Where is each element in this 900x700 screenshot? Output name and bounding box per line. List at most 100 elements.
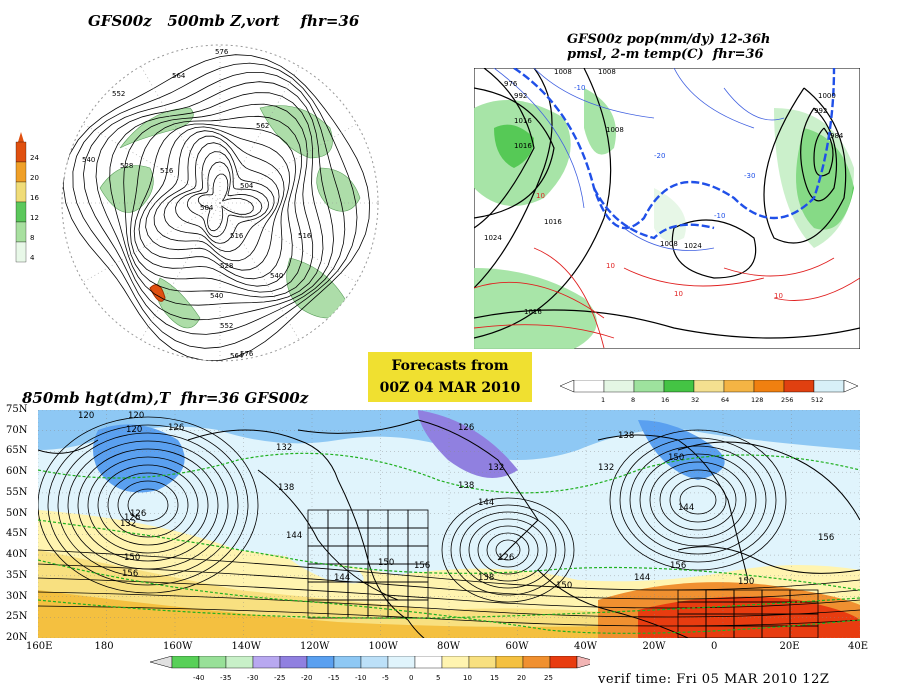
850-height-label: 150: [668, 453, 684, 463]
precip-pressure-label: 976: [504, 80, 518, 88]
precip-isobar: [671, 219, 757, 279]
precip-colorbar-swatch: [603, 380, 635, 393]
polar-panel-title: GFS00z 500mb Z,vort fhr=36: [88, 12, 360, 30]
precip-isobar: [474, 87, 555, 219]
polar-colorbar-swatch: [15, 201, 27, 223]
precip-pressure-label: 1000: [818, 92, 836, 100]
850-lat-label: 45N: [6, 528, 28, 540]
precip-colorbar-tick: 8: [631, 396, 635, 404]
850-height-contour: [38, 563, 860, 600]
precip-temp-label: 10: [536, 192, 545, 200]
850-coastline: [257, 469, 399, 601]
850-low-center-contour: [38, 416, 259, 594]
850-colorbar-tick: 15: [490, 674, 499, 682]
precip-isobar: [813, 127, 834, 177]
polar-colorbar-tick: 4: [30, 254, 35, 262]
850-lat-label: 30N: [6, 590, 28, 602]
850-lon-label: 40E: [848, 641, 869, 652]
850-colorbar-tick: -5: [382, 674, 389, 682]
polar-meridian: [139, 64, 221, 204]
polar-colorbar-swatch: [15, 181, 27, 203]
850-colorbar-tick: -20: [301, 674, 312, 682]
850-low-center-contour: [127, 488, 169, 522]
precip-pressure-label: 1008: [554, 68, 572, 76]
850-height-label: 120: [128, 411, 144, 421]
850-height-label: 150: [378, 558, 394, 568]
forecast-box: Forecasts from 00Z 04 MAR 2010: [368, 352, 532, 402]
precip-isotherm-cold: [623, 227, 715, 251]
polar-colorbar: 24 20 16 12 8 4: [15, 132, 39, 263]
precip-pressure-label: 1016: [514, 142, 532, 150]
precip-isobar: [474, 68, 612, 339]
850-colorbar-tick: -30: [247, 674, 258, 682]
850-colorbar-swatch: [468, 656, 497, 669]
precip-temp-label: -20: [654, 152, 665, 160]
850-low-center-contour: [57, 432, 239, 578]
850-low-center-contour: [459, 511, 557, 589]
precip-pressure-label: 1008: [598, 68, 616, 76]
polar-meridian: [219, 202, 359, 284]
850-low-center-contour: [639, 453, 757, 547]
850-lat-label: 40N: [6, 549, 28, 561]
850-colorbar-tick: 0: [409, 674, 413, 682]
850-isotherm: [38, 519, 860, 591]
precip-colorbar-tick: 64: [721, 396, 729, 404]
850-coastline: [597, 434, 749, 581]
850-lon-label: 140W: [231, 641, 261, 652]
850-coastline: [677, 441, 860, 521]
850-height-label: 144: [478, 498, 494, 508]
precip-colorbar-swatch: [813, 380, 845, 393]
forecast-box-line1: Forecasts from: [391, 358, 509, 374]
precip-colorbar-swatch: [663, 380, 695, 393]
polar-contour-label: 552: [112, 90, 125, 98]
polar-contour-label: 516: [160, 167, 174, 175]
precip-pressure-label: 1016: [514, 117, 532, 125]
850-colorbar-swatch: [360, 656, 389, 669]
850-low-center-contour: [77, 448, 219, 562]
850-lon-label: 100W: [368, 641, 398, 652]
850-colorbar-tick: 20: [517, 674, 526, 682]
precip-isobar: [763, 87, 847, 244]
precip-isotherm-cold: [723, 87, 785, 121]
850-low-center-contour: [47, 424, 249, 586]
forecast-box-line2: 00Z 04 MAR 2010: [379, 380, 521, 396]
850-isotherm: [38, 559, 860, 634]
850-low-center-contour: [87, 456, 209, 554]
polar-contour-label: 504: [200, 204, 214, 212]
850-height-label: 150: [124, 553, 140, 563]
850-height-label: 126: [498, 553, 514, 563]
precip-colorbar-tick: 128: [751, 396, 763, 404]
850-colorbar-swatch: [387, 656, 416, 669]
850-colorbar-swatch: [441, 656, 470, 669]
polar-meridian: [81, 122, 221, 204]
850-height-label: 132: [488, 463, 504, 473]
850-colorbar-tick: 5: [436, 674, 440, 682]
850-low-center-contour: [486, 532, 530, 568]
850-height-label: 150: [556, 581, 572, 591]
850-height-label: 120: [78, 411, 94, 421]
precip-pressure-label: 1016: [544, 218, 562, 226]
850-height-label: 144: [634, 573, 650, 583]
precip-pressure-label: 1008: [606, 126, 624, 134]
850-height-label: 126: [168, 423, 184, 433]
precip-panel-title-line1: GFS00z pop(mm/dy) 12-36h: [567, 32, 771, 47]
precip-pressure-label: 1024: [684, 242, 702, 250]
polar-colorbar-tick: 12: [30, 214, 39, 222]
850-colorbar-swatch: [279, 656, 308, 669]
850-colorbar-swatch: [171, 656, 200, 669]
850-colorbar-swatch: [225, 656, 254, 669]
polar-contour-label: 552: [220, 322, 233, 330]
850-lat-label: 70N: [6, 424, 28, 436]
precip-isotherm-cold: [493, 68, 585, 209]
precip-isotherm-warm: [474, 281, 605, 319]
850-height-contour: [38, 577, 860, 609]
precip-temp-label: 10: [774, 292, 783, 300]
850-height-label: 132: [598, 463, 614, 473]
850-low-center-contour: [450, 504, 566, 596]
polar-height-contour: [138, 126, 291, 280]
precip-temp-label: 10: [674, 290, 683, 298]
polar-contour-label: 576: [240, 350, 254, 358]
850-height-label: 156: [122, 569, 138, 579]
verif-time: verif time: Fri 05 MAR 2010 12Z: [598, 672, 830, 687]
850-colorbar-swatch: [414, 656, 443, 669]
